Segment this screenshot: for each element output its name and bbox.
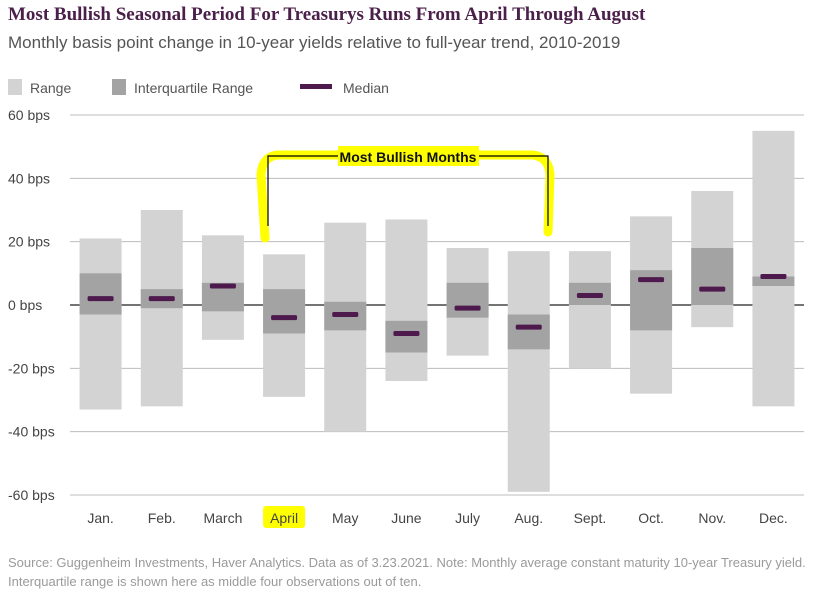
median-marker [209,283,236,289]
annotation-bracket-line [267,155,549,226]
x-axis-ticks: Jan. Feb. March April May June July Aug. Sept. Oc… [87,510,787,526]
y-tick-label: -20 bps [8,360,55,376]
chart-area: Range Interquartile Range Median 60 bps 4… [8,79,804,528]
iqr-bar [691,248,734,305]
median-marker [87,296,114,302]
highlight-layer [263,506,306,528]
iqr-bar [752,276,795,286]
x-tick-label: Nov. [698,510,726,526]
legend-range-label: Range [30,80,71,96]
y-tick-label: -40 bps [8,424,55,440]
x-tick-label: Jan. [87,510,113,526]
iqr-bar [507,314,550,350]
y-tick-label: 0 bps [8,297,42,313]
legend: Range Interquartile Range Median [8,79,389,96]
x-tick-label: Sept. [574,510,607,526]
chart-title: Most Bullish Seasonal Period For Treasur… [8,4,646,25]
median-marker [148,296,175,302]
x-tick-label: June [391,510,422,526]
median-marker [638,277,665,283]
x-tick-label: April [270,510,298,526]
range-bar [752,130,795,407]
y-tick-label: -60 bps [8,487,55,503]
annotation-label: Most Bullish Months [340,149,477,165]
median-marker [393,331,420,336]
x-tick-label: Dec. [759,510,788,526]
range-bars [79,130,795,492]
legend-iqr-label: Interquartile Range [134,80,253,96]
range-bar [568,251,611,369]
legend-median-label: Median [343,80,389,96]
range-bar [385,219,428,381]
iqr-bar [385,320,428,353]
range-bar [79,238,122,410]
x-tick-label: March [203,510,242,526]
y-tick-label: 20 bps [8,234,50,250]
median-marker [576,293,603,298]
legend-median-swatch [300,84,332,89]
x-tick-label: July [455,510,480,526]
iqr-bar [446,282,489,318]
median-marker [760,274,787,279]
annotation-label-bg [338,146,479,166]
y-tick-label: 60 bps [8,107,50,123]
x-tick-label: Oct. [638,510,664,526]
y-axis-ticks: 60 bps 40 bps 20 bps 0 bps -20 bps -40 bps -60… [8,107,55,503]
iqr-bars [79,248,795,353]
y-tick-label: 40 bps [8,170,50,186]
gridlines [70,114,804,496]
range-bar [507,251,550,492]
x-tick-label: May [332,510,358,526]
source-note: Source: Guggenheim Investments, Haver An… [8,555,806,589]
annotation-bracket: Most Bullish Months [256,146,555,243]
iqr-bar [263,289,306,334]
median-marker [515,324,542,330]
legend-iqr-swatch [112,79,126,95]
median-marker [271,315,298,321]
median-marker [699,286,726,292]
median-markers [87,274,787,336]
x-tick-label: Aug. [514,510,543,526]
legend-range-swatch [8,79,22,95]
x-tick-label: Feb. [148,510,176,526]
x-label-highlight [263,506,306,528]
median-marker [332,312,359,317]
median-marker [454,305,481,311]
iqr-bar [79,273,122,315]
chart-subtitle: Monthly basis point change in 10-year yi… [8,33,621,52]
